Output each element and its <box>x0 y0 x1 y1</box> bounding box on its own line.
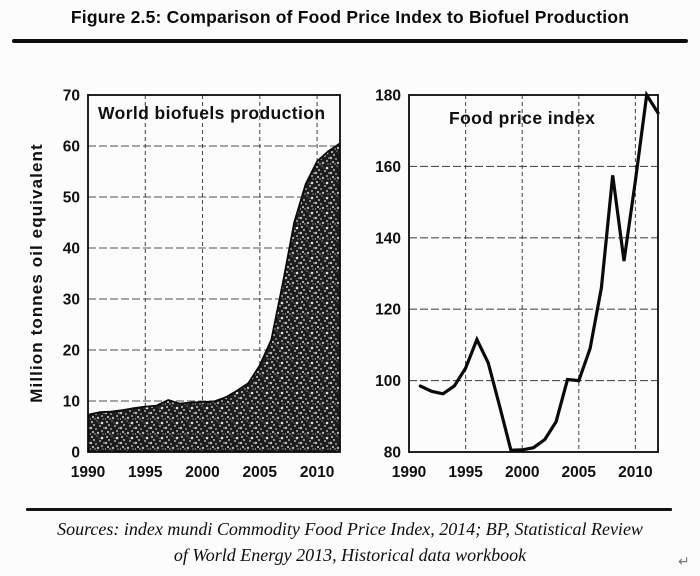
food-price-x-tick-label: 2010 <box>618 464 652 481</box>
biofuels-x-tick-label: 2010 <box>300 464 334 481</box>
biofuels-x-tick-label: 1990 <box>71 464 105 481</box>
food-price-line <box>418 90 660 452</box>
figure-title: Figure 2.5: Comparison of Food Price Ind… <box>70 7 630 27</box>
biofuels-y-tick-label: 50 <box>63 190 80 207</box>
food-price-y-tick-label: 160 <box>375 159 401 176</box>
food-price-chart-title: Food price index <box>449 108 596 128</box>
title-underline-rule <box>12 39 688 43</box>
sources-divider-rule <box>26 508 672 511</box>
biofuels-area-fill <box>88 143 340 452</box>
paragraph-return-mark: ↵ <box>678 553 690 569</box>
biofuels-x-tick-label: 2000 <box>185 464 219 481</box>
sources-caption: Sources: index mundi Commodity Food Pric… <box>0 516 700 568</box>
biofuels-y-tick-label: 30 <box>63 292 80 309</box>
food-price-x-tick-label: 1995 <box>448 464 483 481</box>
food-price-y-tick-label: 140 <box>375 230 401 247</box>
food-price-y-tick-label: 180 <box>375 88 401 105</box>
biofuels-chart-title: World biofuels production <box>98 103 326 123</box>
food-price-y-tick-label: 100 <box>375 373 401 390</box>
sources-line-2: of World Energy 2013, Historical data wo… <box>173 545 527 565</box>
biofuels-y-tick-label: 20 <box>63 343 80 360</box>
biofuels-y-tick-label: 10 <box>63 394 80 411</box>
biofuels-y-tick-label: 40 <box>63 241 80 258</box>
biofuels-y-tick-label: 70 <box>63 88 80 105</box>
sources-line-1: Sources: index mundi Commodity Food Pric… <box>57 519 643 539</box>
biofuels-x-tick-label: 1995 <box>128 464 163 481</box>
food-price-x-tick-label: 2000 <box>505 464 539 481</box>
biofuels-y-tick-label: 0 <box>71 445 80 462</box>
biofuels-y-tick-label: 60 <box>63 139 80 156</box>
food-price-plot-frame <box>408 94 659 453</box>
food-price-y-tick-label: 80 <box>384 445 401 462</box>
food-price-y-tick-label: 120 <box>375 302 401 319</box>
food-price-x-tick-label: 2005 <box>562 464 597 481</box>
biofuels-plot-frame <box>87 94 341 453</box>
food-price-x-tick-label: 1990 <box>392 464 426 481</box>
biofuels-area-edge <box>87 142 341 416</box>
biofuels-x-tick-label: 2005 <box>243 464 278 481</box>
biofuels-y-axis-label: Million tonnes oil equivalent <box>27 143 46 403</box>
